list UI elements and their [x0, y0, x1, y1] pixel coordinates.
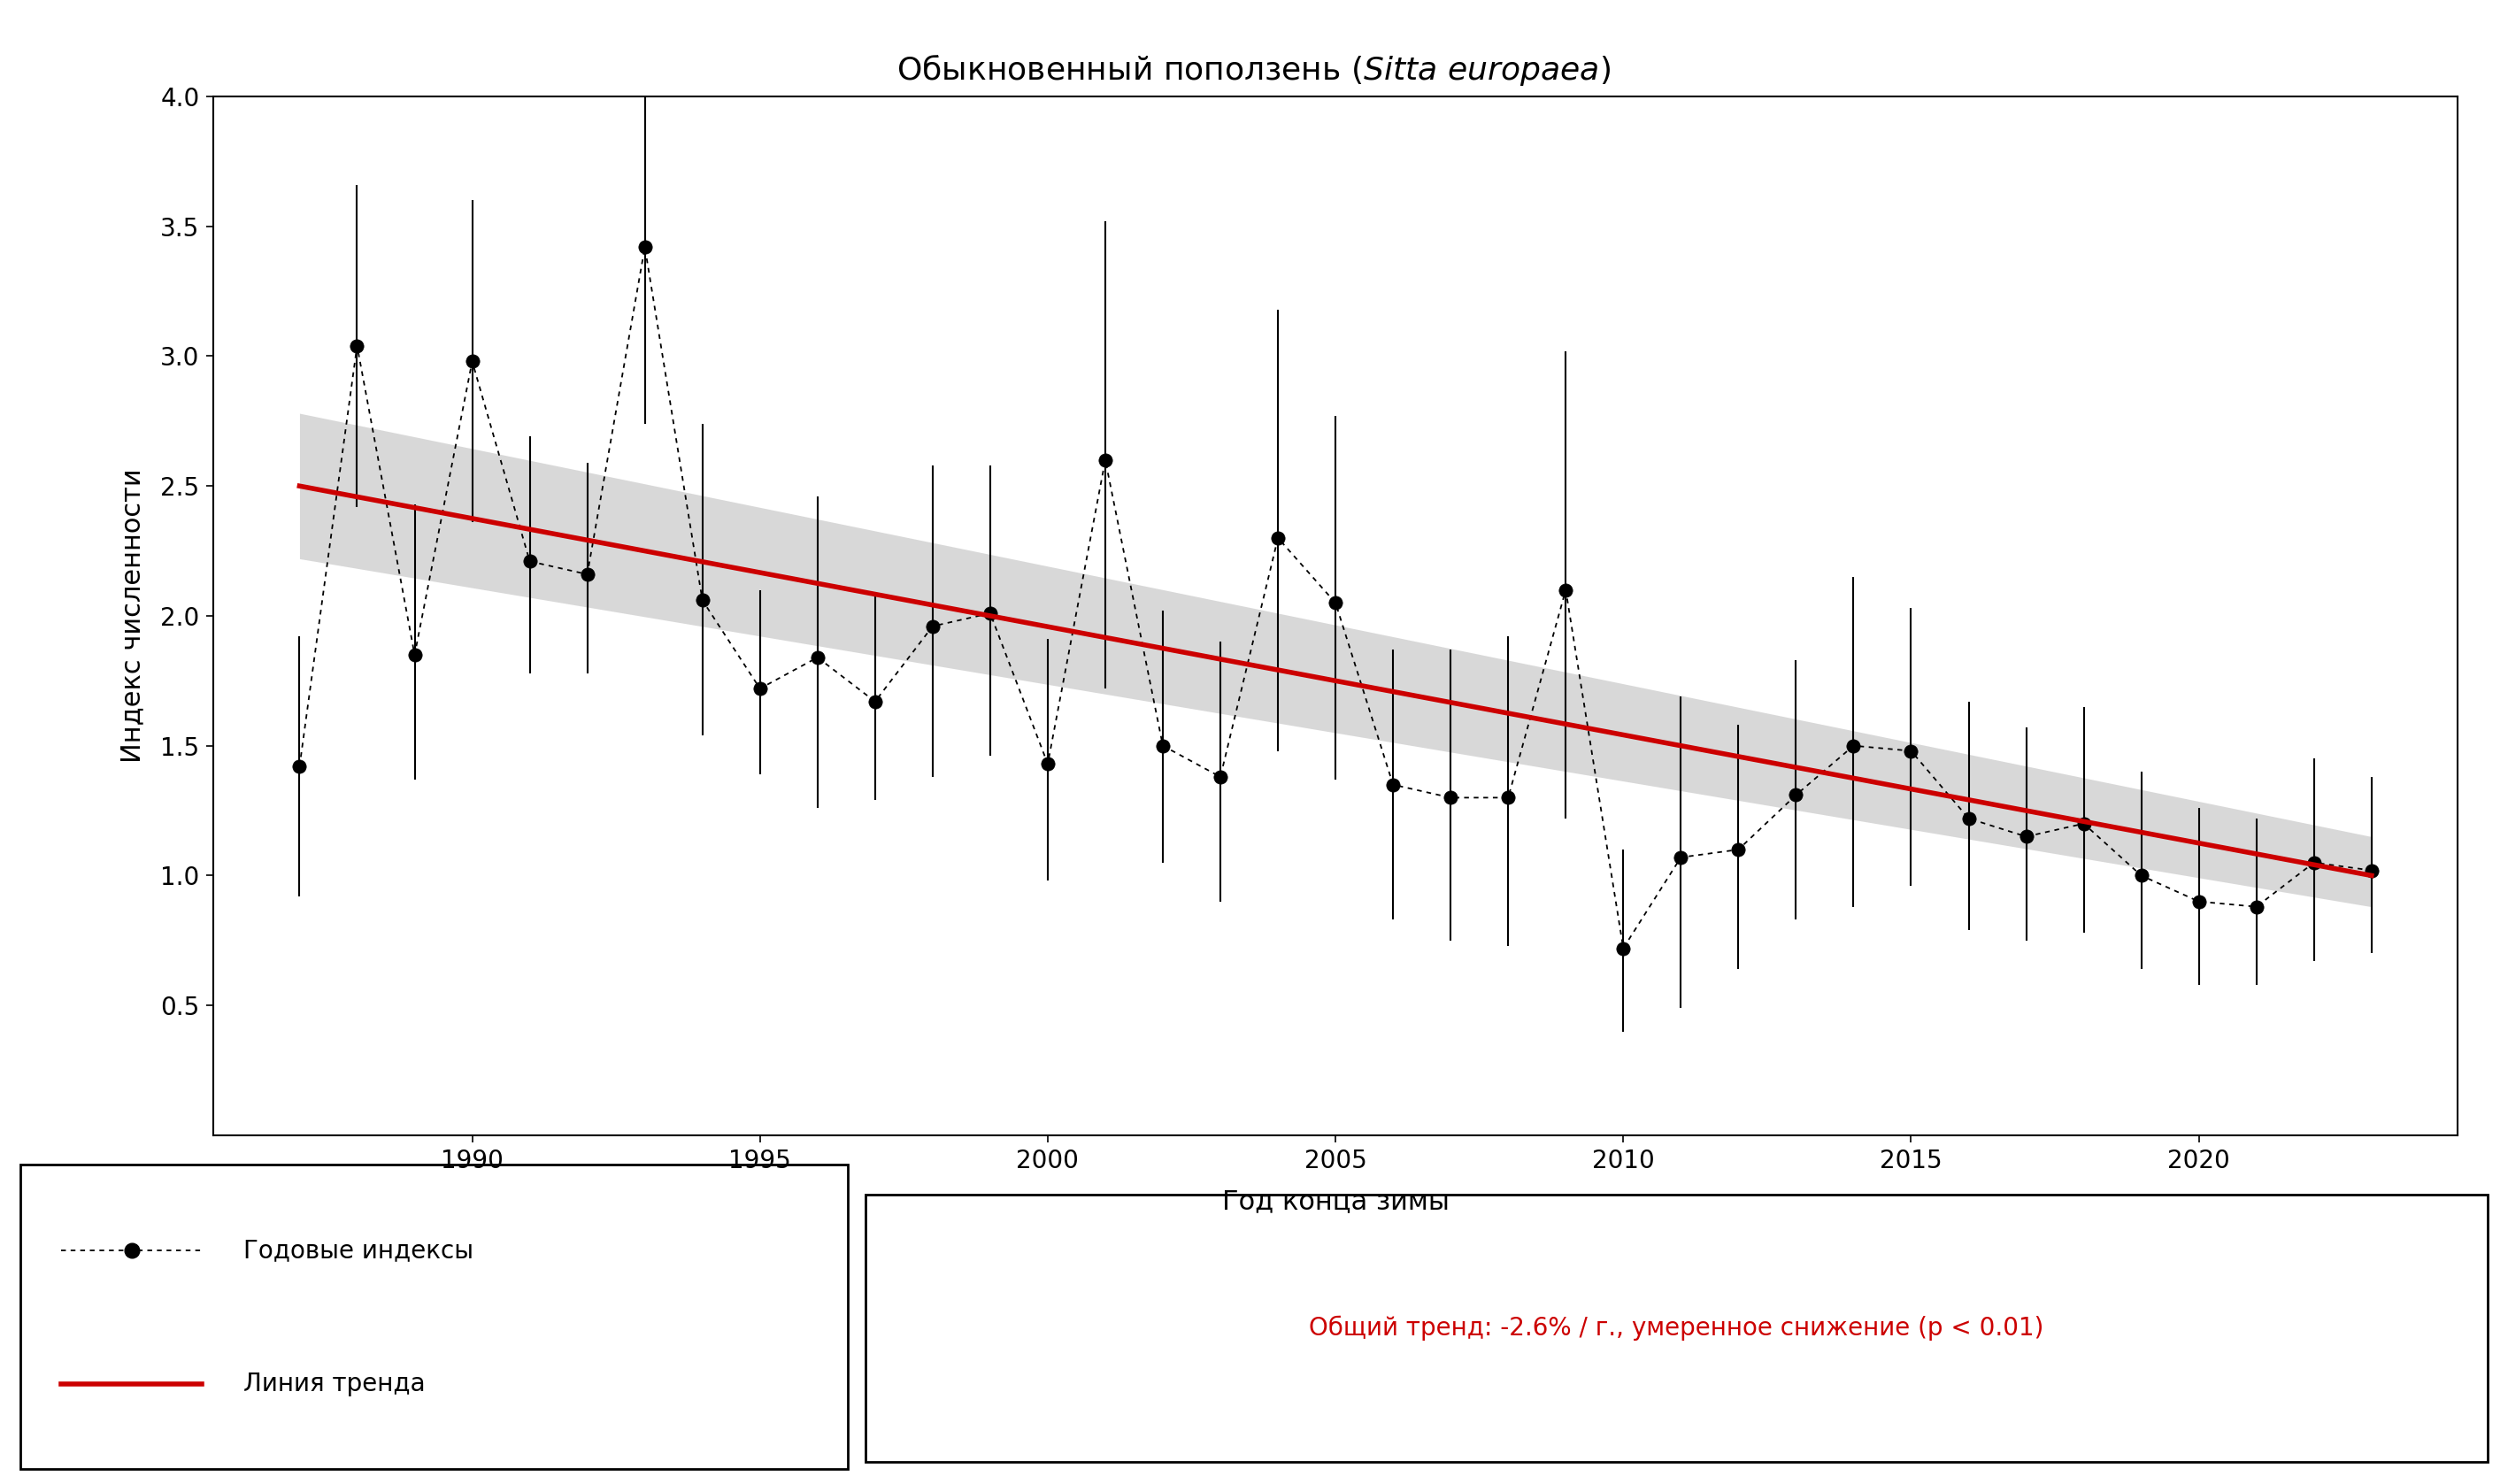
- Text: Годовые индексы: Годовые индексы: [243, 1238, 474, 1263]
- Text: Линия тренда: Линия тренда: [243, 1371, 426, 1396]
- X-axis label: Год конца зимы: Год конца зимы: [1221, 1189, 1450, 1214]
- Text: Общий тренд: -2.6% / г., умеренное снижение (p < 0.01): Общий тренд: -2.6% / г., умеренное сниже…: [1309, 1316, 2044, 1340]
- Text: Обыкновенный поползень ($\it{Sitta\ europaea}$): Обыкновенный поползень ($\it{Sitta\ euro…: [898, 52, 1610, 88]
- Y-axis label: Индекс численности: Индекс численности: [120, 469, 145, 763]
